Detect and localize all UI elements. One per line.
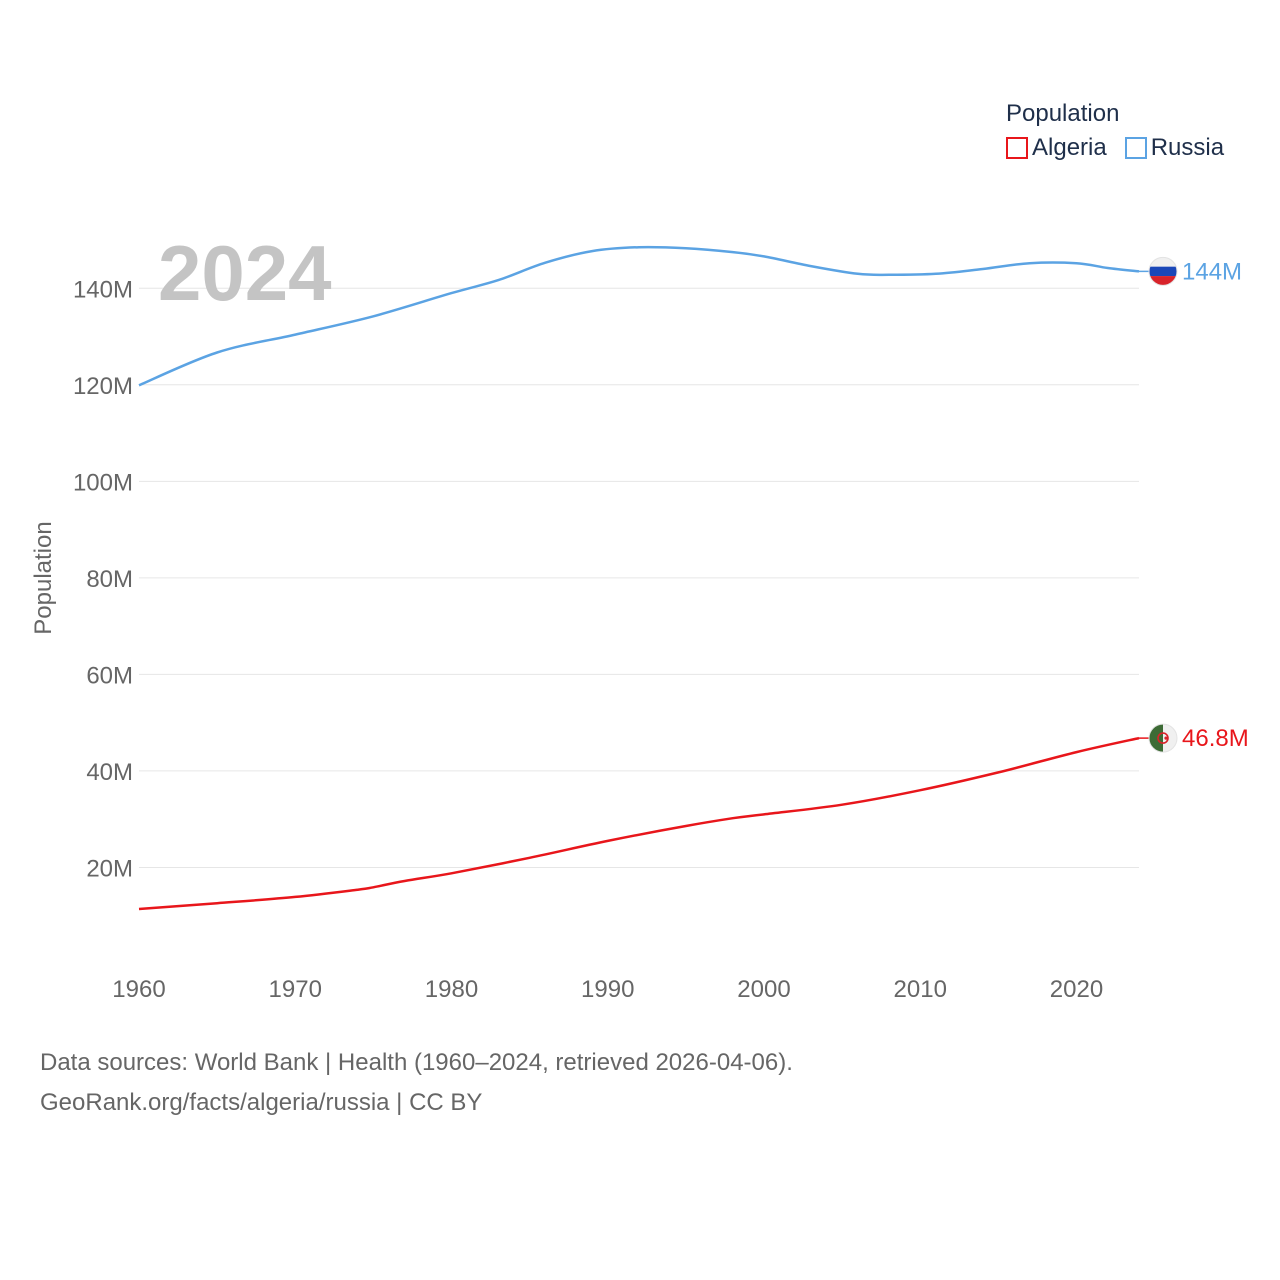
data-sources-note: Data sources: World Bank | Health (1960–… [40,1049,793,1076]
y-tick-label: 100M [73,469,133,496]
x-tick-label: 1960 [112,976,165,1003]
series-line-algeria[interactable] [138,736,1140,911]
legend-item-russia[interactable]: Russia [1124,134,1225,162]
x-tick-label: 1980 [425,976,478,1003]
y-tick-label: 80M [86,566,133,593]
legend-item-algeria[interactable]: Algeria [1006,134,1107,162]
y-axis-label: Population [30,521,57,634]
legend-title: Population [1006,100,1120,127]
y-tick-label: 40M [86,759,133,786]
legend-swatch-russia [1124,137,1147,159]
current-year-label: 2024 [158,229,332,317]
y-tick-label: 60M [86,662,133,689]
y-tick-label: 20M [86,855,133,882]
x-tick-label: 1990 [581,976,634,1003]
series-line-russia[interactable] [138,245,1140,387]
attribution-link[interactable]: GeoRank.org/facts/algeria/russia | CC BY [40,1089,483,1116]
legend-label-russia: Russia [1150,134,1225,161]
x-tick-label: 2010 [894,976,947,1003]
x-tick-label: 1970 [269,976,322,1003]
algeria-flag-icon [1148,723,1178,753]
russia-flag-icon [1148,256,1178,286]
end-value-label-russia: 144M [1182,258,1242,285]
x-tick-label: 2000 [737,976,790,1003]
legend: Population Algeria Russia [1006,100,1224,162]
footer: Data sources: World Bank | Health (1960–… [40,1043,793,1123]
x-tick-label: 2020 [1050,976,1103,1003]
end-value-label-algeria: 46.8M [1182,725,1249,752]
y-tick-label: 120M [73,373,133,400]
legend-swatch-algeria [1006,137,1028,159]
legend-label-algeria: Algeria [1032,134,1107,161]
y-tick-label: 140M [73,276,133,303]
